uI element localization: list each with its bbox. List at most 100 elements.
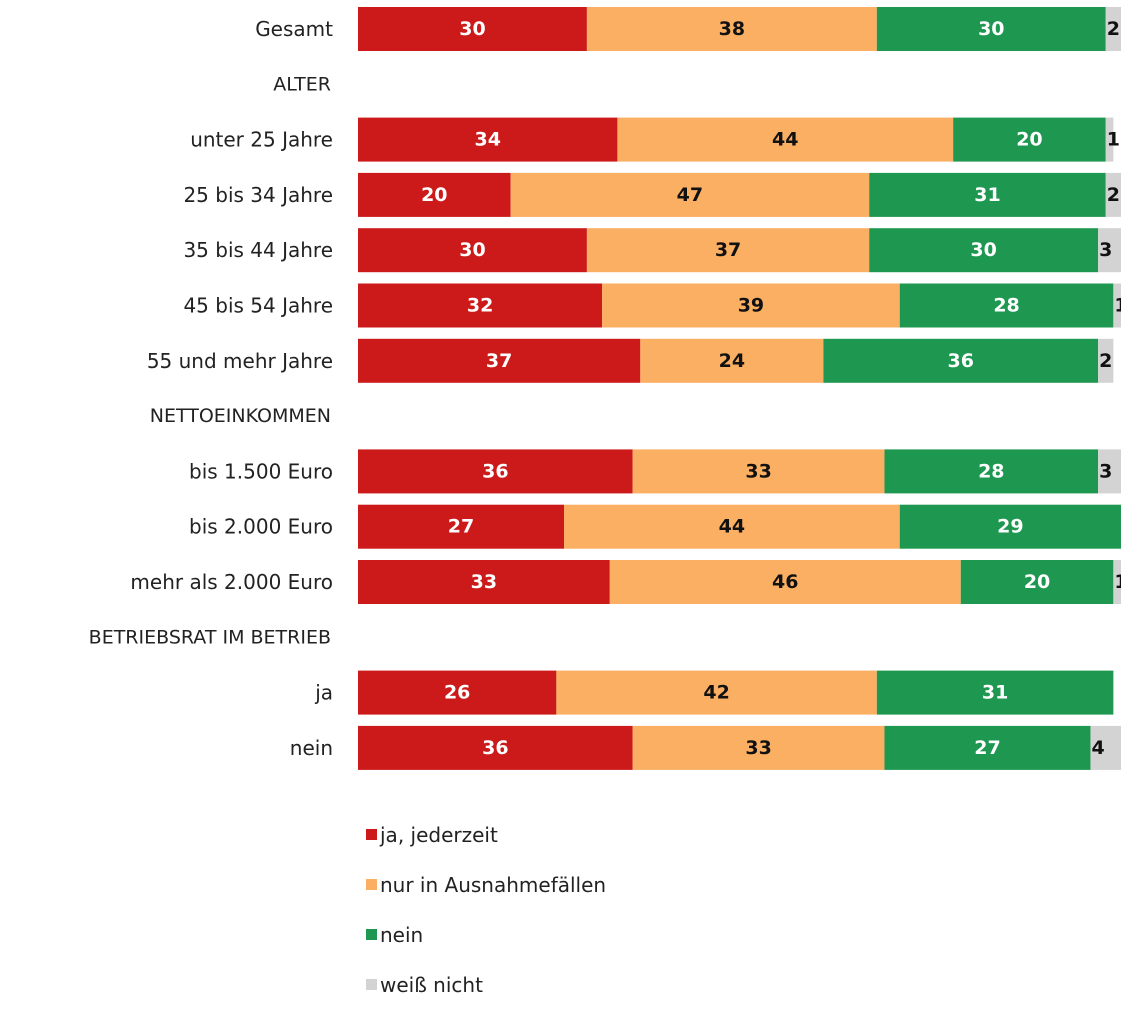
- category-label: Gesamt: [255, 17, 333, 41]
- data-label: 29: [997, 516, 1023, 538]
- bar-segment: [358, 7, 587, 51]
- bar-segment: [358, 117, 618, 162]
- data-label: 1: [1107, 129, 1120, 151]
- data-label: 28: [978, 460, 1004, 482]
- legend-item: nein: [366, 922, 606, 947]
- data-label: 20: [1016, 129, 1042, 151]
- data-label: 1: [1114, 571, 1121, 593]
- category-label: bis 2.000 Euro: [189, 515, 333, 539]
- data-label: 30: [459, 18, 485, 40]
- legend: ja, jederzeit nur in Ausnahmefällen nein we…: [366, 822, 606, 1022]
- bar-segment: [1105, 117, 1114, 162]
- data-label: 30: [970, 239, 996, 261]
- bar-segment: [1098, 449, 1121, 494]
- group-label: NETTOEINKOMMEN: [150, 405, 331, 427]
- bar-segment: [869, 228, 1099, 273]
- legend-label: nur in Ausnahmefällen: [380, 872, 607, 897]
- category-label: unter 25 Jahre: [190, 128, 333, 152]
- data-label: 34: [474, 129, 500, 151]
- data-label: 2: [1107, 18, 1120, 40]
- bar-segment: [632, 449, 885, 494]
- data-label: 20: [421, 184, 447, 206]
- legend-swatch: [366, 879, 377, 890]
- bar-segment: [358, 172, 511, 217]
- data-label: 44: [772, 129, 798, 151]
- bar-segment: [884, 449, 1099, 494]
- bar-segment: [640, 338, 824, 383]
- bar-segment: [876, 670, 1114, 715]
- data-label: 31: [974, 184, 1000, 206]
- category-label: 55 und mehr Jahre: [147, 349, 333, 373]
- data-label: 39: [738, 295, 764, 317]
- legend-item: nur in Ausnahmefällen: [366, 872, 606, 897]
- bar-segment: [899, 283, 1114, 328]
- data-label: 32: [467, 295, 493, 317]
- bar-segment: [1105, 7, 1121, 51]
- bar-segment: [1098, 228, 1121, 273]
- data-label: 37: [486, 350, 512, 372]
- data-label: 2: [1099, 350, 1112, 372]
- data-label: 33: [471, 571, 497, 593]
- data-label: 37: [715, 239, 741, 261]
- bar-segment: [609, 560, 961, 604]
- data-label: 4: [1091, 737, 1104, 759]
- bar-segment: [1090, 725, 1121, 770]
- bar-segment: [602, 283, 900, 328]
- bar-segment: [358, 228, 587, 273]
- bar-segment: [876, 7, 1106, 51]
- data-label: 47: [677, 184, 703, 206]
- legend-label: nein: [380, 922, 424, 947]
- data-label: 26: [444, 682, 470, 704]
- group-label: BETRIEBSRAT IM BETRIEB: [89, 626, 331, 648]
- data-label: 33: [745, 737, 771, 759]
- data-label: 33: [745, 460, 771, 482]
- data-label: 20: [1024, 571, 1050, 593]
- bar-segment: [869, 172, 1106, 217]
- data-label: 30: [459, 239, 485, 261]
- bar-segment: [358, 670, 557, 715]
- bar-segment: [358, 725, 633, 770]
- category-label: nein: [290, 736, 333, 760]
- data-label: 46: [772, 571, 798, 593]
- legend-item: ja, jederzeit: [366, 822, 606, 847]
- bar-segment: [358, 283, 603, 328]
- bar-segment: [358, 338, 641, 383]
- category-label: ja: [314, 681, 333, 705]
- bar-segment: [899, 504, 1121, 549]
- legend-label: ja, jederzeit: [380, 822, 498, 847]
- data-label: 27: [448, 516, 474, 538]
- legend-item: weiß nicht: [366, 972, 606, 997]
- data-label: 38: [719, 18, 745, 40]
- data-label: 36: [482, 737, 508, 759]
- data-label: 31: [982, 682, 1008, 704]
- category-label: 35 bis 44 Jahre: [183, 238, 333, 262]
- bar-segment: [1098, 338, 1114, 383]
- data-label: 27: [974, 737, 1000, 759]
- bar-segment: [884, 725, 1091, 770]
- data-label: 2: [1107, 184, 1120, 206]
- legend-swatch: [366, 929, 377, 940]
- legend-label: weiß nicht: [380, 972, 483, 997]
- data-label: 3: [1099, 239, 1112, 261]
- category-label: 25 bis 34 Jahre: [183, 183, 333, 207]
- bar-segment: [960, 560, 1114, 604]
- bar-segment: [564, 504, 900, 549]
- bar-segment: [586, 228, 870, 273]
- data-label: 42: [703, 682, 729, 704]
- bar-segment: [823, 338, 1099, 383]
- data-label: 1: [1114, 295, 1121, 317]
- data-label: 3: [1099, 460, 1112, 482]
- data-label: 30: [978, 18, 1004, 40]
- bar-segment: [632, 725, 885, 770]
- bar-segment: [510, 172, 870, 217]
- bar-segment: [1113, 283, 1121, 328]
- bar-segment: [1113, 560, 1121, 604]
- group-label: ALTER: [273, 73, 331, 95]
- category-label: 45 bis 54 Jahre: [183, 294, 333, 318]
- bar-segment: [617, 117, 954, 162]
- bar-segment: [556, 670, 877, 715]
- bar-segment: [358, 560, 610, 604]
- category-label: bis 1.500 Euro: [189, 459, 333, 483]
- bar-segment: [586, 7, 877, 51]
